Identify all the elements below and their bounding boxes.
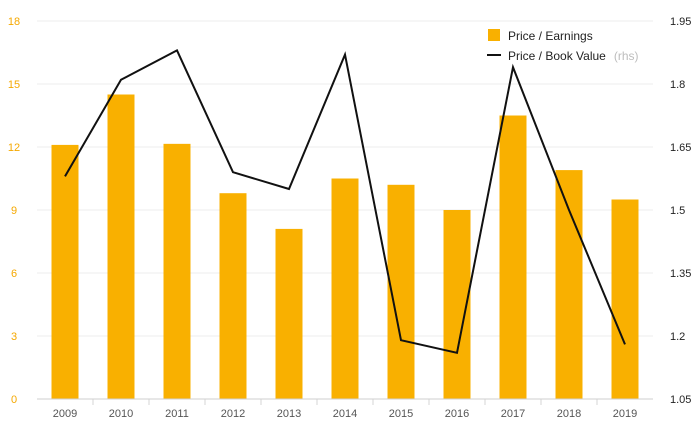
x-tick-label: 2010 (109, 408, 133, 420)
left-tick-label: 9 (11, 205, 17, 217)
x-tick-label: 2018 (557, 408, 581, 420)
bar-2018 (555, 170, 583, 399)
left-tick-label: 15 (8, 79, 20, 91)
x-tick-label: 2011 (165, 408, 189, 420)
legend: Price / Earnings Price / Book Value (rhs… (487, 29, 639, 64)
bar-2011 (163, 143, 191, 399)
left-tick-label: 18 (8, 16, 20, 28)
left-tick-label: 6 (11, 268, 17, 280)
line-series-price-book-value (64, 49, 626, 355)
left-tick-label: 0 (11, 394, 17, 406)
bar-2017 (499, 115, 527, 399)
bar-2013 (275, 228, 303, 399)
right-tick-label: 1.35 (670, 268, 691, 280)
x-tick-label: 2016 (445, 408, 469, 420)
x-tick-label: 2019 (613, 408, 637, 420)
bar-2014 (331, 178, 359, 399)
bar-2009 (51, 144, 79, 399)
bar-2012 (219, 193, 247, 399)
right-tick-label: 1.8 (670, 79, 685, 91)
right-y-axis: 1.05 1.2 1.35 1.5 1.65 1.8 1.95 (670, 16, 691, 406)
x-tick-label: 2015 (389, 408, 413, 420)
x-tick-label: 2013 (277, 408, 301, 420)
legend-label-price-book-value: Price / Book Value (rhs) (508, 47, 639, 64)
bar-series-price-earnings (51, 94, 639, 399)
x-tick-label: 2014 (333, 408, 357, 420)
right-tick-label: 1.65 (670, 142, 691, 154)
legend-swatch-price-earnings (488, 29, 500, 41)
right-tick-label: 1.5 (670, 205, 685, 217)
x-tick-label: 2017 (501, 408, 525, 420)
right-tick-label: 1.2 (670, 331, 685, 343)
price-book-value-line (64, 49, 626, 355)
bar-2010 (107, 94, 135, 399)
x-tick-label: 2012 (221, 408, 245, 420)
legend-label-price-earnings: Price / Earnings (508, 29, 593, 43)
left-tick-label: 3 (11, 331, 17, 343)
x-axis-labels: 2009 2010 2011 2012 2013 2014 2015 2016 2017 2018… (53, 408, 637, 420)
left-y-axis: 0 3 6 9 12 15 18 (8, 16, 20, 406)
x-tick-label: 2009 (53, 408, 77, 420)
right-tick-label: 1.95 (670, 16, 691, 28)
right-tick-label: 1.05 (670, 394, 691, 406)
legend-label-price-book-value-suffix: (rhs) (614, 49, 639, 63)
bar-2019 (611, 199, 639, 399)
legend-label-price-book-value-name: Price / Book Value (508, 49, 606, 63)
left-tick-label: 12 (8, 142, 20, 154)
